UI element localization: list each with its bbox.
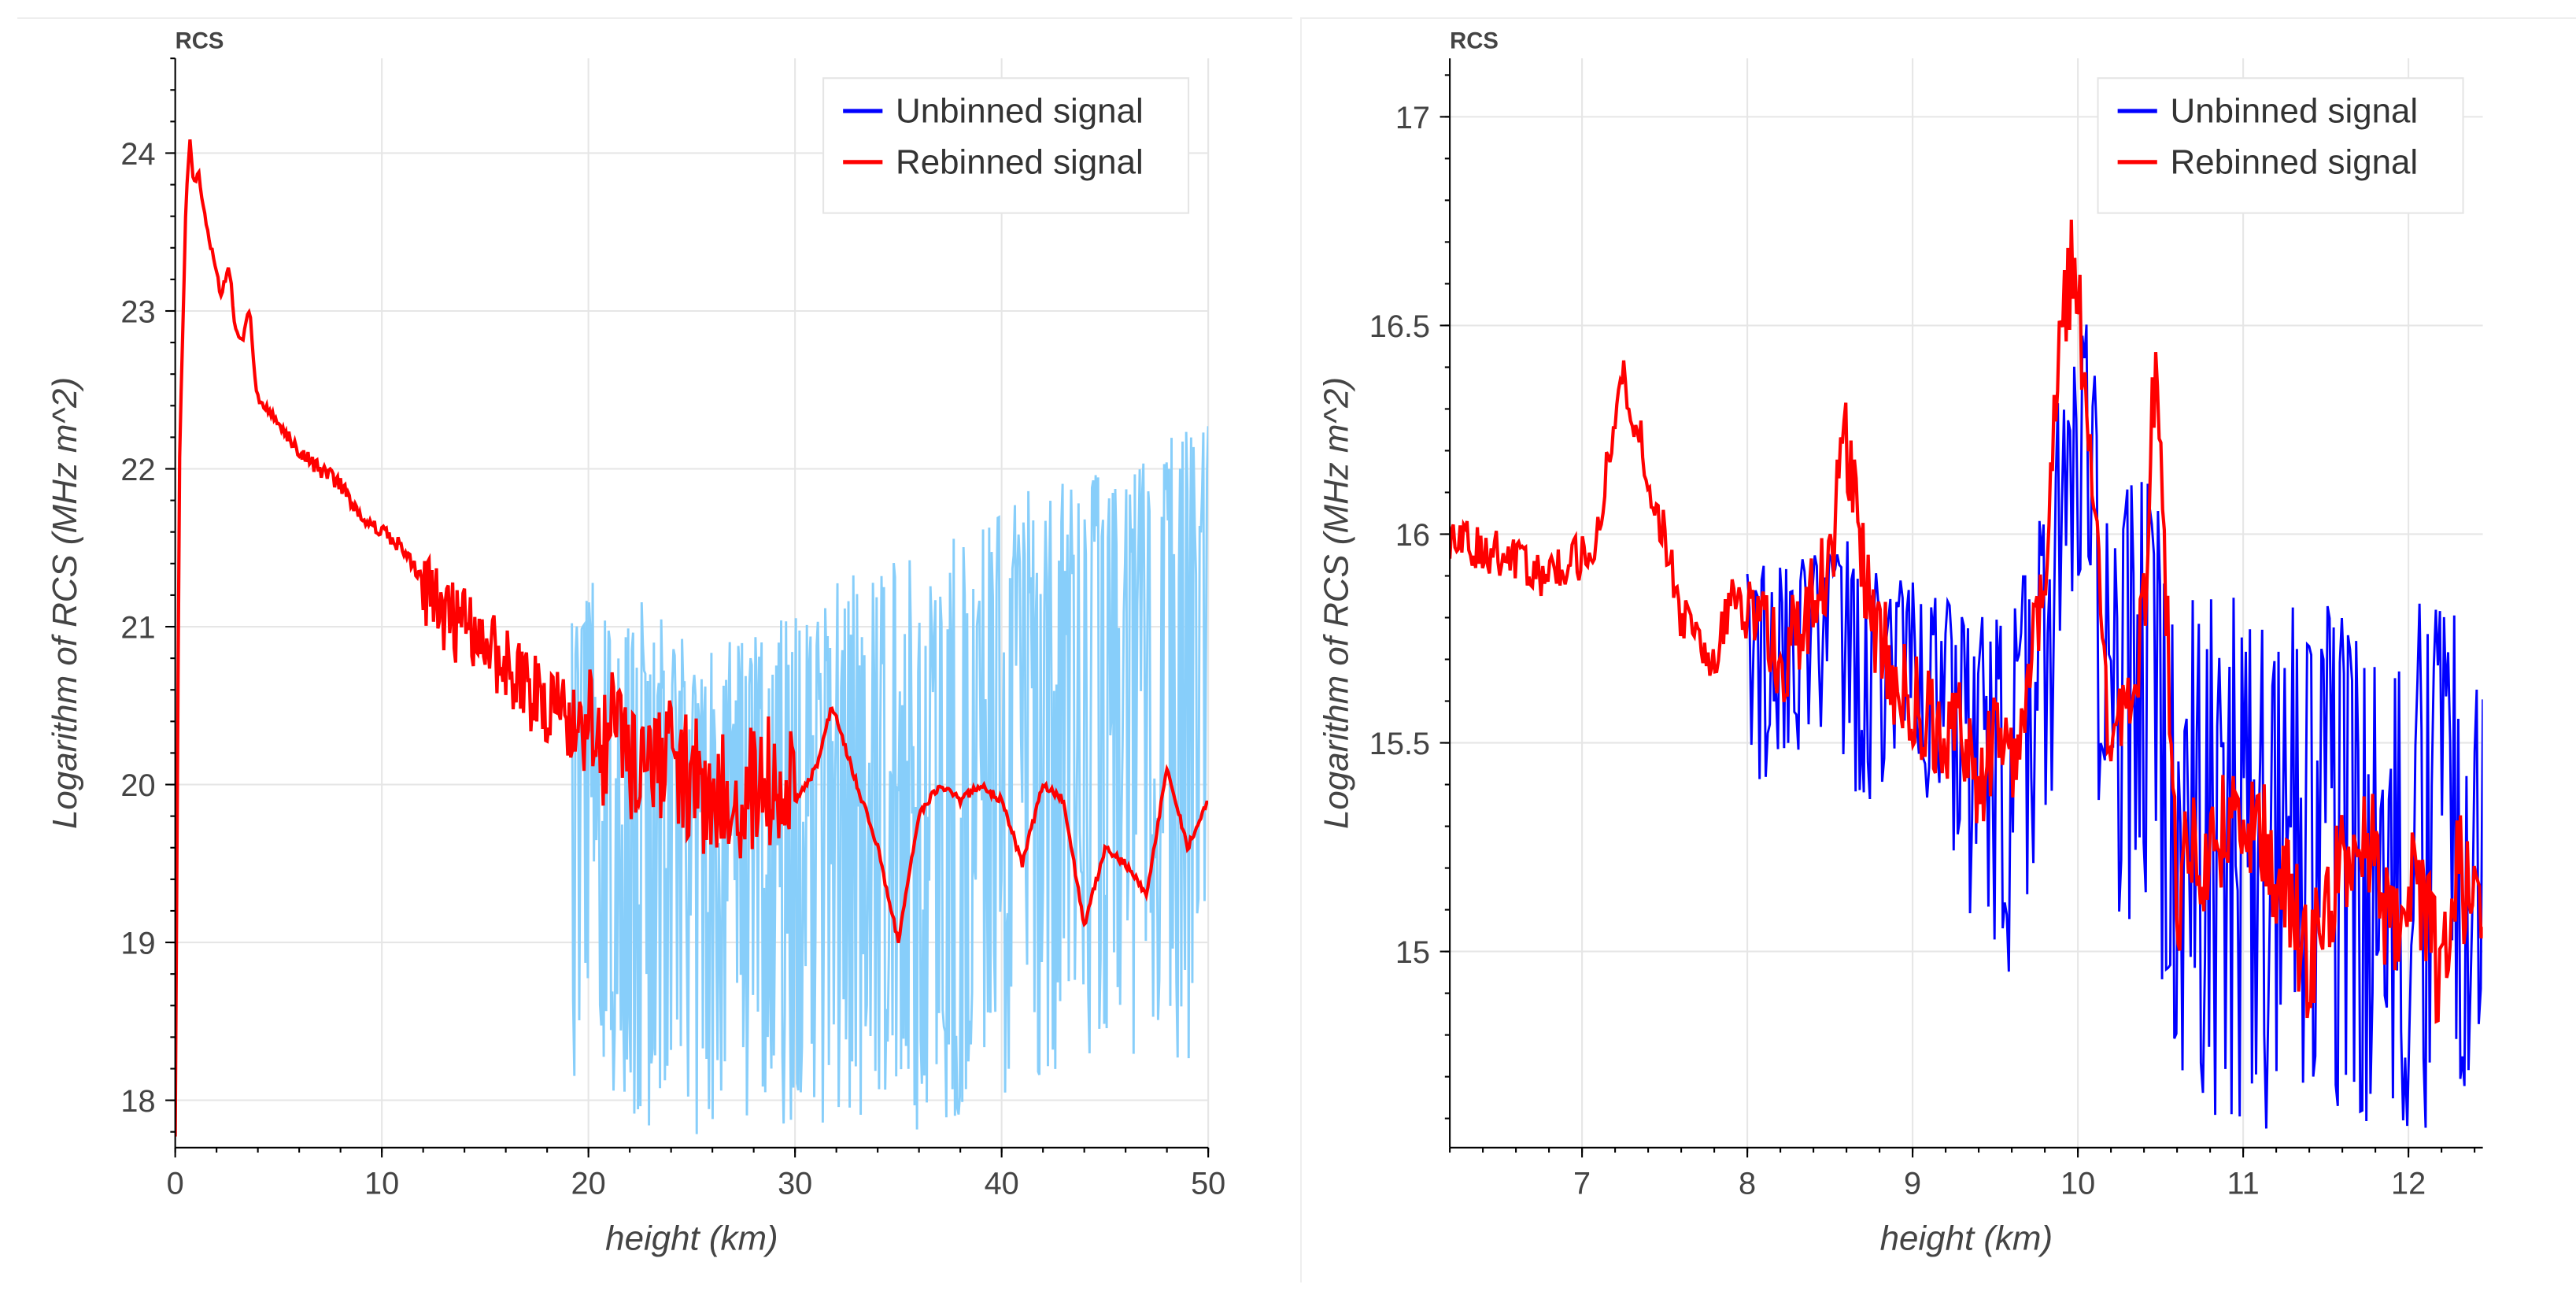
y-tick-label: 16.5 (1369, 309, 1430, 344)
chart-title: RCS (1450, 29, 1499, 54)
x-tick-label: 12 (2391, 1166, 2426, 1201)
series-line-rebinned (175, 139, 1209, 1137)
plot-area (1450, 219, 2483, 1129)
legend-label-rebinned: Rebinned signal (896, 142, 1144, 181)
x-tick-label: 20 (571, 1166, 606, 1201)
x-axis-label: height (km) (605, 1219, 778, 1257)
x-tick-label: 11 (2227, 1166, 2260, 1201)
chart-root: RCS 7 8 9 10 11 12 15 15.5 16 16.5 17 height (km) Log… (1318, 29, 2483, 1257)
x-tick-label: 10 (2060, 1166, 2095, 1201)
legend-label-unbinned: Unbinned signal (896, 92, 1144, 131)
chart-panel-left: RCS 0 10 20 30 40 50 18 19 20 21 22 23 24 height (km) L… (17, 17, 1292, 1282)
y-tick-label: 16 (1395, 518, 1430, 553)
legend-label-rebinned: Rebinned signal (2171, 142, 2419, 181)
x-tick-label: 40 (985, 1166, 1019, 1201)
y-tick-label: 18 (120, 1084, 155, 1119)
x-tick-label: 8 (1739, 1166, 1756, 1201)
x-tick-label: 30 (778, 1166, 812, 1201)
y-tick-label: 17 (1395, 101, 1430, 135)
x-axis-label: height (km) (1880, 1219, 2053, 1257)
chart-root: RCS 0 10 20 30 40 50 18 19 20 21 22 23 24 height (km) L… (46, 29, 1225, 1258)
x-tick-label: 50 (1191, 1166, 1225, 1201)
y-tick-label: 15 (1395, 935, 1430, 970)
series-line-unbinned (1746, 324, 2483, 1129)
x-tick-label: 10 (364, 1166, 399, 1201)
series-line-rebinned (1450, 219, 2483, 1024)
rcs-chart-left: RCS 0 10 20 30 40 50 18 19 20 21 22 23 24 height (km) L… (46, 29, 1225, 1258)
y-tick-label: 22 (120, 453, 155, 487)
legend-label-unbinned: Unbinned signal (2171, 92, 2419, 131)
rcs-chart-right: RCS 7 8 9 10 11 12 15 15.5 16 16.5 17 height (km) Log… (1318, 29, 2483, 1257)
chart-title: RCS (176, 29, 224, 54)
series-line-unbinned (571, 426, 1209, 1134)
y-tick-label: 15.5 (1369, 727, 1430, 761)
y-tick-label: 21 (120, 611, 155, 646)
y-tick-label: 24 (120, 137, 155, 172)
x-tick-label: 7 (1573, 1166, 1591, 1201)
y-axis-label: Logarithm of RCS (MHz m^2) (1318, 377, 1356, 829)
y-axis-label: Logarithm of RCS (MHz m^2) (46, 377, 84, 829)
legend-box (822, 77, 1190, 214)
legend: Unbinned signal Rebinned signal (822, 77, 1190, 214)
chart-panel-right: RCS 7 8 9 10 11 12 15 15.5 16 16.5 17 height (km) Log… (1300, 17, 2576, 1282)
plot-area (175, 139, 1209, 1137)
y-tick-label: 20 (120, 768, 155, 803)
y-tick-label: 23 (120, 295, 155, 330)
x-tick-label: 0 (167, 1166, 184, 1201)
y-tick-label: 19 (120, 927, 155, 961)
legend: Unbinned signal Rebinned signal (2097, 77, 2464, 214)
legend-box (2097, 77, 2464, 214)
x-tick-label: 9 (1904, 1166, 1921, 1201)
